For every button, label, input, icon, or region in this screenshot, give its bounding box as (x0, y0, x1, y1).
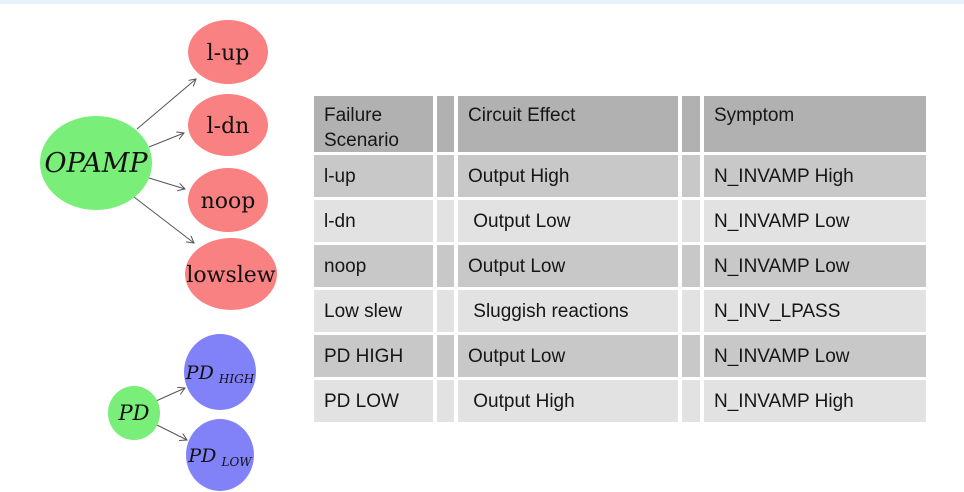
spacer-cell (437, 96, 454, 152)
arrow-opamp-ldn (148, 133, 184, 148)
cell-scenario: l-dn (314, 200, 433, 242)
pd-arrows (155, 388, 187, 440)
node-pd-high-base: PD (185, 362, 214, 384)
node-l-dn-label: l-dn (207, 114, 250, 139)
node-pd-low (186, 419, 254, 491)
fault-tree-diagram: OPAMP l-up l-dn noop lowslew PD PD HIGH … (40, 20, 277, 491)
node-opamp-label: OPAMP (44, 148, 148, 179)
cell-symptom: N_INVAMP Low (704, 335, 926, 377)
spacer-cell (682, 155, 700, 197)
node-l-dn (188, 94, 268, 156)
cell-symptom: N_INVAMP High (704, 155, 926, 197)
header-failure-scenario: Failure Scenario (314, 96, 433, 152)
spacer-cell (682, 200, 700, 242)
cell-scenario: PD LOW (314, 380, 433, 422)
arrow-pd-low (156, 424, 187, 440)
node-pd-low-sub: LOW (220, 455, 253, 469)
cell-effect: Output Low (458, 245, 678, 287)
header-symptom: Symptom (704, 96, 926, 152)
node-pd-label: PD (118, 401, 150, 425)
cell-effect: Output Low (458, 200, 678, 242)
top-edge-strip (0, 0, 964, 4)
node-noop (188, 168, 268, 232)
node-pd-high (184, 334, 256, 410)
cell-scenario: Low slew (314, 290, 433, 332)
node-l-up-label: l-up (207, 41, 250, 66)
spacer-cell (682, 290, 700, 332)
node-pd-low-base: PD (187, 445, 216, 467)
arrow-opamp-lowslew (133, 196, 194, 243)
spacer-cell (437, 290, 454, 332)
node-pd-high-sub: HIGH (218, 372, 255, 386)
cell-scenario: l-up (314, 155, 433, 197)
node-pd-low-label: PD LOW (187, 445, 253, 469)
cell-effect: Output High (458, 380, 678, 422)
node-pd (108, 386, 160, 440)
cell-scenario: noop (314, 245, 433, 287)
cell-scenario: PD HIGH (314, 335, 433, 377)
node-noop-label: noop (201, 189, 256, 214)
spacer-cell (682, 335, 700, 377)
cell-effect: Output High (458, 155, 678, 197)
spacer-cell (682, 245, 700, 287)
spacer-cell (682, 96, 700, 152)
spacer-cell (437, 380, 454, 422)
node-l-up (188, 20, 268, 84)
arrow-opamp-lup (136, 79, 196, 130)
spacer-cell (437, 245, 454, 287)
arrow-pd-high (155, 388, 185, 402)
cell-effect: Output Low (458, 335, 678, 377)
spacer-cell (437, 335, 454, 377)
failure-table: Failure Scenario Circuit Effect Symptom … (314, 96, 926, 422)
cell-symptom: N_INVAMP High (704, 380, 926, 422)
cell-effect: Sluggish reactions (458, 290, 678, 332)
spacer-cell (682, 380, 700, 422)
opamp-arrows (133, 79, 196, 243)
arrow-opamp-noop (148, 177, 185, 189)
spacer-cell (437, 200, 454, 242)
node-pd-high-label: PD HIGH (185, 362, 255, 386)
cell-symptom: N_INVAMP Low (704, 200, 926, 242)
spacer-cell (437, 155, 454, 197)
header-circuit-effect: Circuit Effect (458, 96, 678, 152)
node-lowslew-label: lowslew (186, 263, 275, 288)
node-lowslew (185, 238, 277, 310)
node-opamp (40, 116, 152, 210)
cell-symptom: N_INV_LPASS (704, 290, 926, 332)
cell-symptom: N_INVAMP Low (704, 245, 926, 287)
